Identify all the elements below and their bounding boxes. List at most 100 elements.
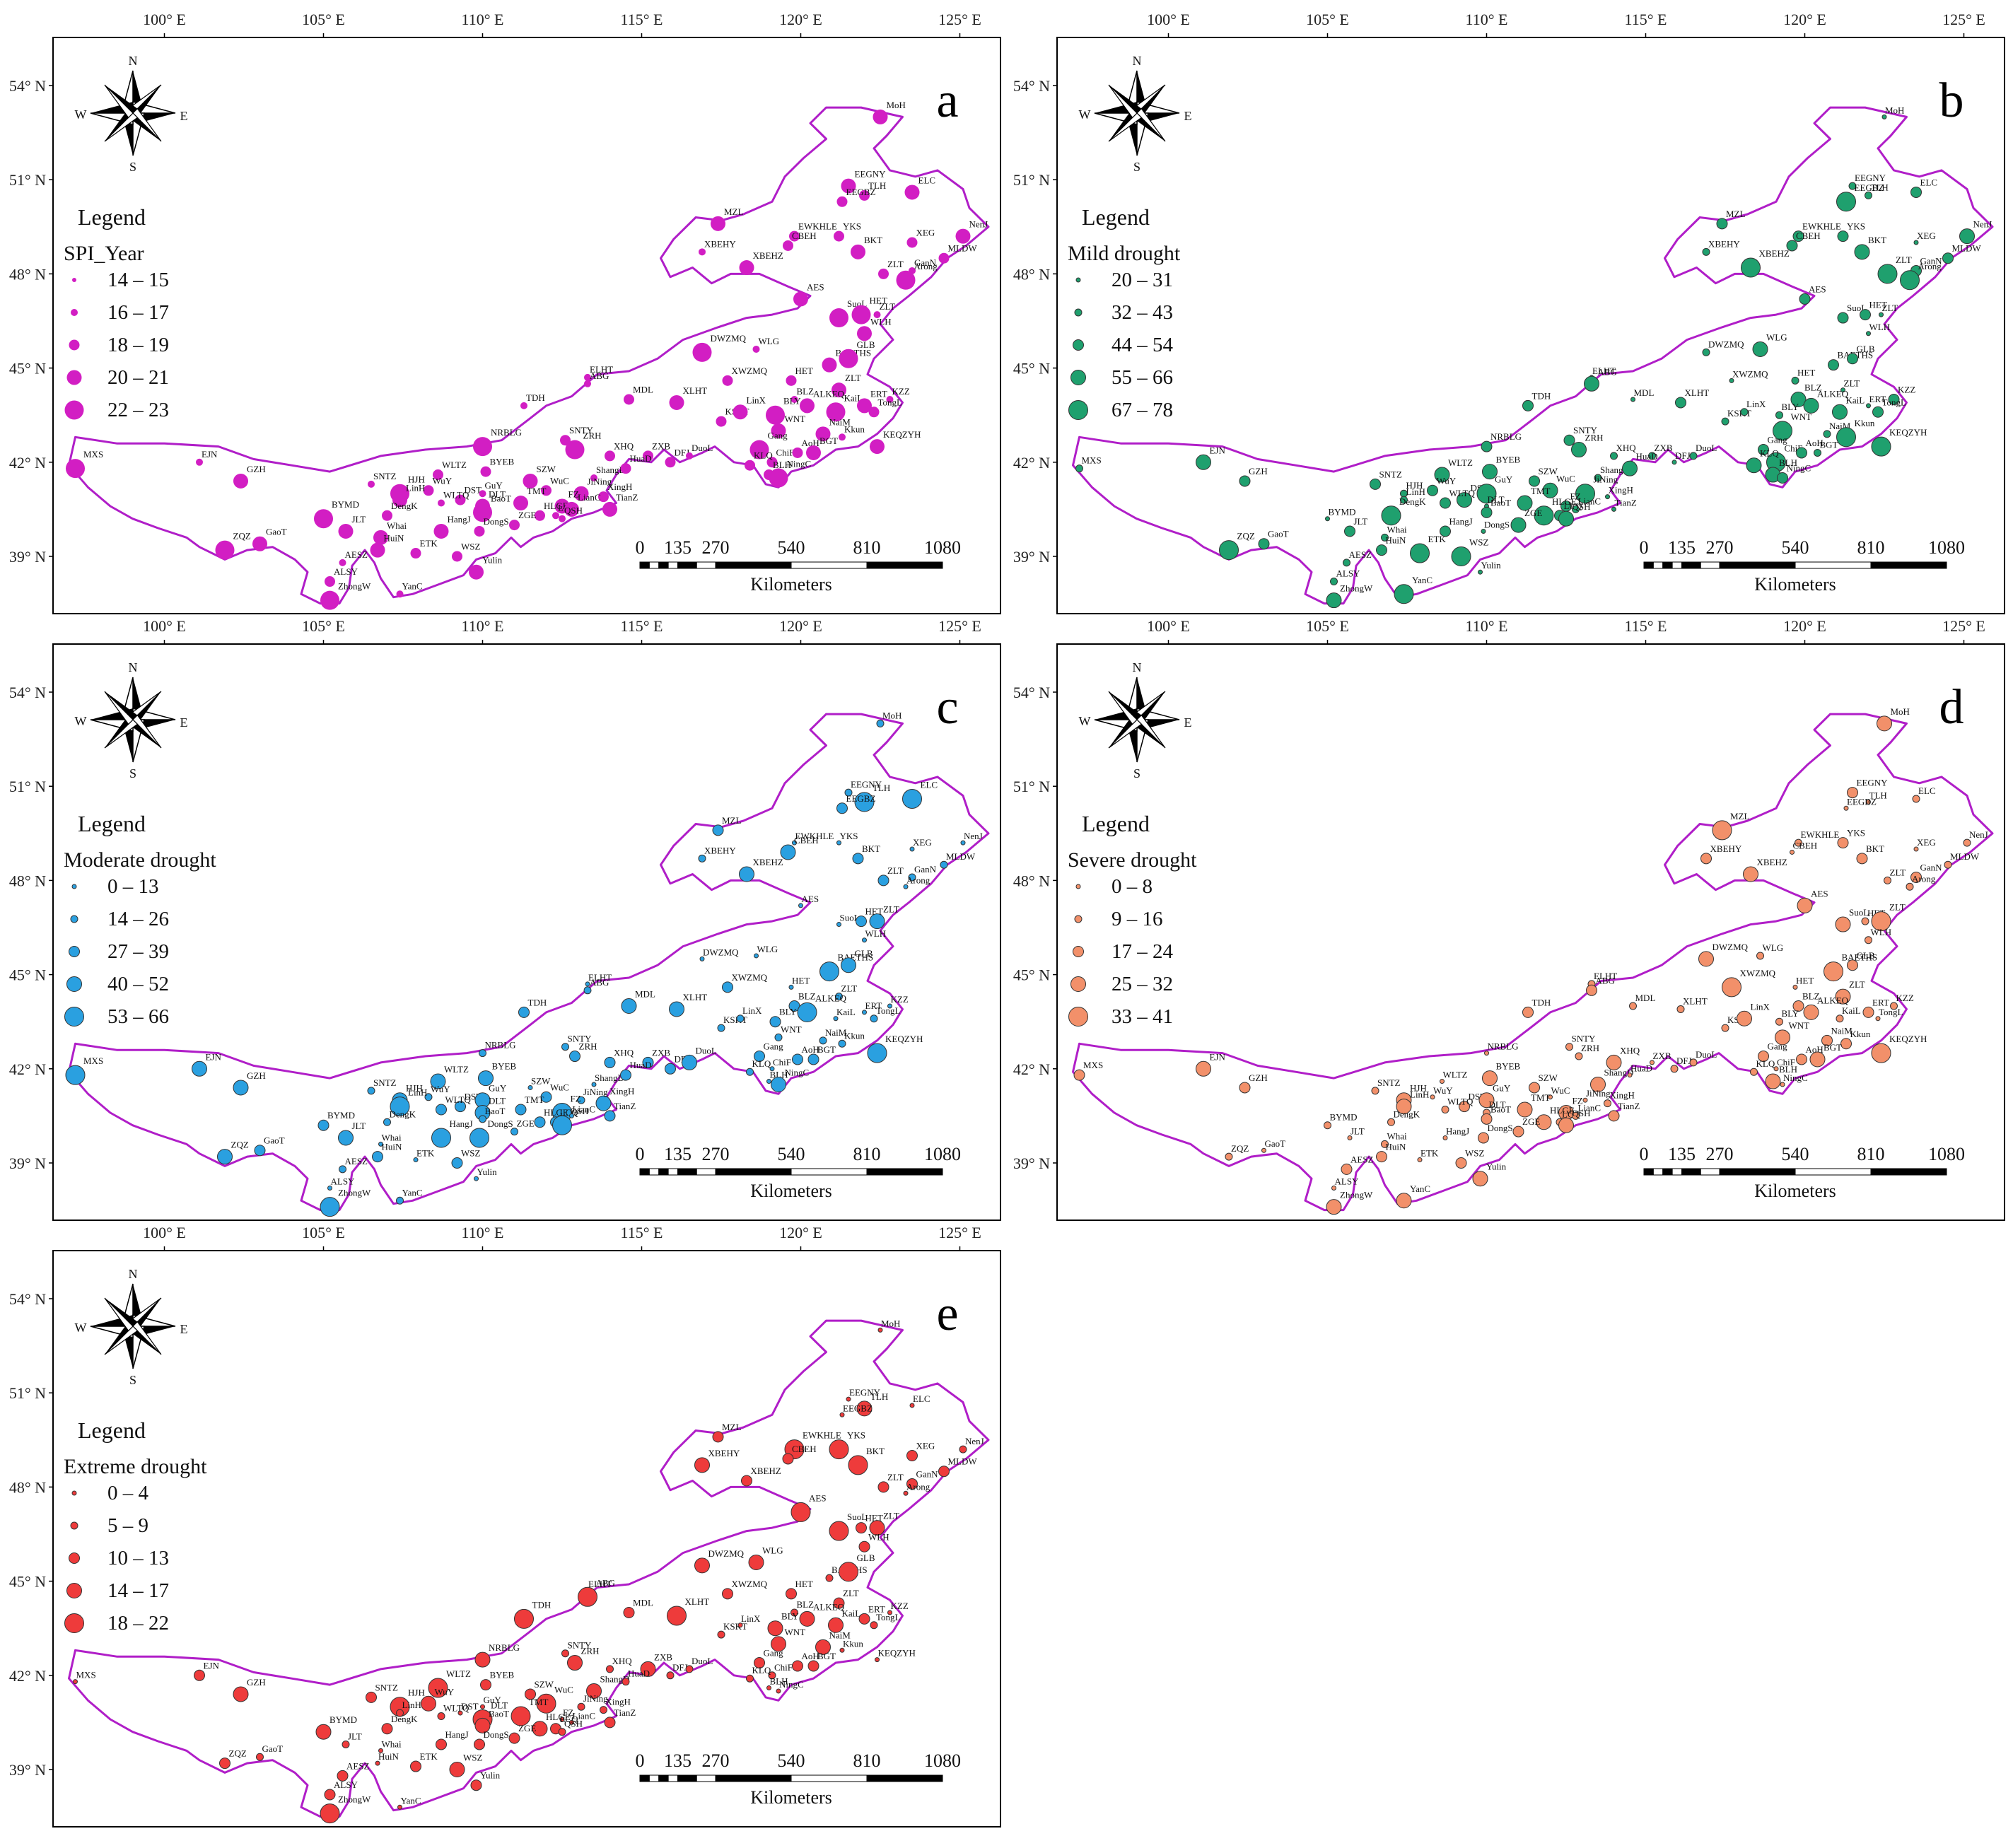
station-label: LinX [741,1613,761,1624]
station-label: SuoL [1849,907,1869,918]
station-marker [73,1679,78,1685]
compass-diagonal [1108,691,1138,725]
station-label: KEQZYH [1889,1034,1927,1044]
station-label: ELC [918,175,936,185]
station-label: BLY [1782,1008,1799,1019]
station-label: ShangD [1604,1068,1634,1078]
station-marker [1572,1111,1580,1120]
scale-bar-segment [715,1774,792,1782]
scale-bar-segment [1662,561,1673,569]
station-label: AESZ [1349,549,1372,560]
compass-rose: N S E W [75,660,188,780]
station-label: BKT [866,1446,885,1456]
legend-class-label: 20 – 21 [107,366,169,389]
scale-bar-tick: 810 [853,537,881,558]
station-marker [754,953,759,959]
station-marker [841,178,856,194]
station-marker [1582,1097,1588,1103]
station-label: GanN [914,257,937,268]
station-marker [739,260,754,276]
station-label: MXS [83,1055,103,1066]
station-label: ShangD [595,1072,624,1083]
station-marker [1775,1017,1783,1026]
station-label: BaoT [1490,1104,1511,1114]
station-marker [480,466,491,477]
scale-bar-segment [667,561,678,569]
legend-title: Legend [1082,204,1150,230]
station-label: MXS [1083,1060,1103,1070]
station-label: ZGE [1522,1116,1540,1127]
scale-bar-tick: 135 [1668,1144,1696,1164]
legend-class-label: 32 – 43 [1111,301,1173,324]
scale-bar-segment [1795,561,1872,569]
station-marker [1741,257,1761,278]
scale-bar-tick: 135 [664,537,692,558]
station-marker [552,512,559,520]
station-marker [839,1412,845,1417]
station-label: HJH [408,1688,425,1698]
station-label: XEG [916,228,935,238]
station-label: ALSY [334,1779,358,1790]
station-label: HangJ [445,1729,469,1740]
station-label: ABG [590,370,609,381]
station-label: CBEH [1793,840,1818,850]
compass-west-label: W [75,714,87,728]
station-marker [1563,434,1575,446]
station-marker [527,1084,533,1090]
station-marker [1702,348,1710,356]
station-label: NaiM [829,1630,851,1640]
station-label: HET [1796,975,1814,986]
station-label: WNT [785,414,806,424]
scale-bar-segment [1671,561,1682,569]
station-marker [479,490,486,498]
station-label: GLB [857,1552,875,1563]
station-marker [1790,849,1795,855]
station-label: BYEB [490,457,515,467]
station-label: LianC [1578,1102,1601,1113]
station-marker [396,590,404,598]
legend-symbol [1075,884,1081,889]
lon-tick-label: 120° E [779,617,822,635]
station-marker [515,1104,527,1116]
station-marker [1330,578,1338,586]
station-label: ALSY [331,1176,356,1187]
station-marker [1476,484,1497,504]
station-label: MDL [633,385,653,395]
station-marker [733,404,748,420]
station-label: GZH [247,464,266,474]
compass-south-label: S [129,766,136,780]
station-marker [1835,988,1851,1005]
station-marker [254,1145,266,1157]
station-marker [1866,799,1871,805]
station-label: WuY [435,1686,455,1697]
station-marker [469,564,484,580]
station-marker [1758,1051,1769,1063]
legend: Legend Severe drought 0 – 8 9 – 16 17 – 24 25… [1068,811,1197,1028]
station-label: ALKEQ [813,388,845,399]
station-marker [1796,1053,1807,1065]
station-marker [1370,478,1381,490]
station-marker [669,394,684,410]
station-label: SNTZ [1377,1077,1401,1088]
lat-tick-label: 51° N [1013,171,1050,189]
scale-bar-tick: 1080 [924,1750,961,1771]
station-marker [896,270,916,290]
station-marker [1881,114,1887,119]
station-label: Gang [1768,1041,1788,1052]
scale-bar-tick: 135 [1668,537,1696,558]
station-marker [909,1403,915,1408]
station-marker [1343,559,1350,567]
station-label: KaiL [842,1608,861,1618]
station-label: BGT [817,1651,836,1661]
station-marker [252,536,267,551]
station-label: WuC [554,1684,573,1695]
station-marker [430,1073,446,1089]
station-marker [1716,218,1728,230]
station-marker [826,402,846,422]
lon-tick-label: 120° E [1783,617,1826,635]
station-marker [381,1723,393,1735]
lon-tick-label: 100° E [1147,617,1190,635]
lon-tick-label: 115° E [621,11,663,28]
station-marker [584,373,591,381]
station-marker [233,1686,249,1702]
